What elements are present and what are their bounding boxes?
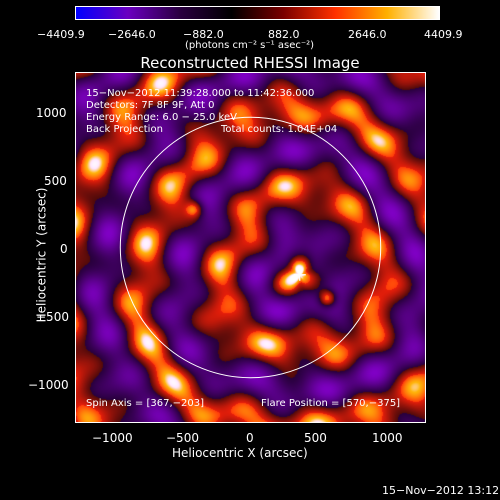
- overlay-layer: [119, 116, 382, 379]
- reconstructed-image: [76, 73, 425, 422]
- x-axis-label: Heliocentric X (arcsec): [172, 446, 308, 460]
- colorbar: [75, 6, 440, 20]
- x-tick-label: −1000: [92, 431, 133, 445]
- image-title: Reconstructed RHESSI Image: [140, 54, 360, 72]
- colorbar-unit: (photons cm⁻² s⁻¹ asec⁻²): [185, 40, 315, 51]
- colorbar-tick: 2646.0: [348, 28, 387, 41]
- colorbar-tick: −4409.9: [37, 28, 85, 41]
- y-tick-label: 1000: [36, 106, 67, 120]
- x-tick-label: 1000: [372, 431, 403, 445]
- info-spin-axis: Spin Axis = [367,−203]: [86, 398, 205, 409]
- y-axis-label: Heliocentric Y (arcsec): [34, 187, 49, 323]
- footer-timestamp: 15−Nov−2012 13:12: [382, 484, 500, 497]
- info-energy-range: Energy Range: 6.0 − 25.0 keV: [86, 112, 237, 123]
- x-tick-label: −500: [166, 431, 199, 445]
- colorbar-tick: −882.0: [183, 28, 224, 41]
- x-tick-label: 500: [304, 431, 327, 445]
- info-time-range: 15−Nov−2012 11:39:28.000 to 11:42:36.000: [86, 88, 315, 99]
- solar-limb-circle: [119, 116, 382, 379]
- info-flare-position: Flare Position = [570,−375]: [261, 398, 401, 409]
- y-tick-label: 500: [44, 174, 67, 188]
- info-detectors: Detectors: 7F 8F 9F, Att 0: [86, 100, 215, 111]
- colorbar-tick: 4409.9: [424, 28, 463, 41]
- y-tick-label: −1000: [28, 378, 69, 392]
- info-total-counts: Total counts: 1.04E+04: [221, 124, 338, 135]
- spin-axis-cross-marker: [293, 268, 306, 281]
- x-tick-label: 0: [246, 431, 254, 445]
- colorbar-tick: 882.0: [268, 28, 300, 41]
- y-tick-label: 0: [60, 242, 68, 256]
- colorbar-tick: −2646.0: [108, 28, 156, 41]
- image-plot-area: 15−Nov−2012 11:39:28.000 to 11:42:36.000…: [75, 72, 426, 423]
- y-tick-label: −500: [36, 310, 69, 324]
- info-method: Back Projection: [86, 124, 163, 135]
